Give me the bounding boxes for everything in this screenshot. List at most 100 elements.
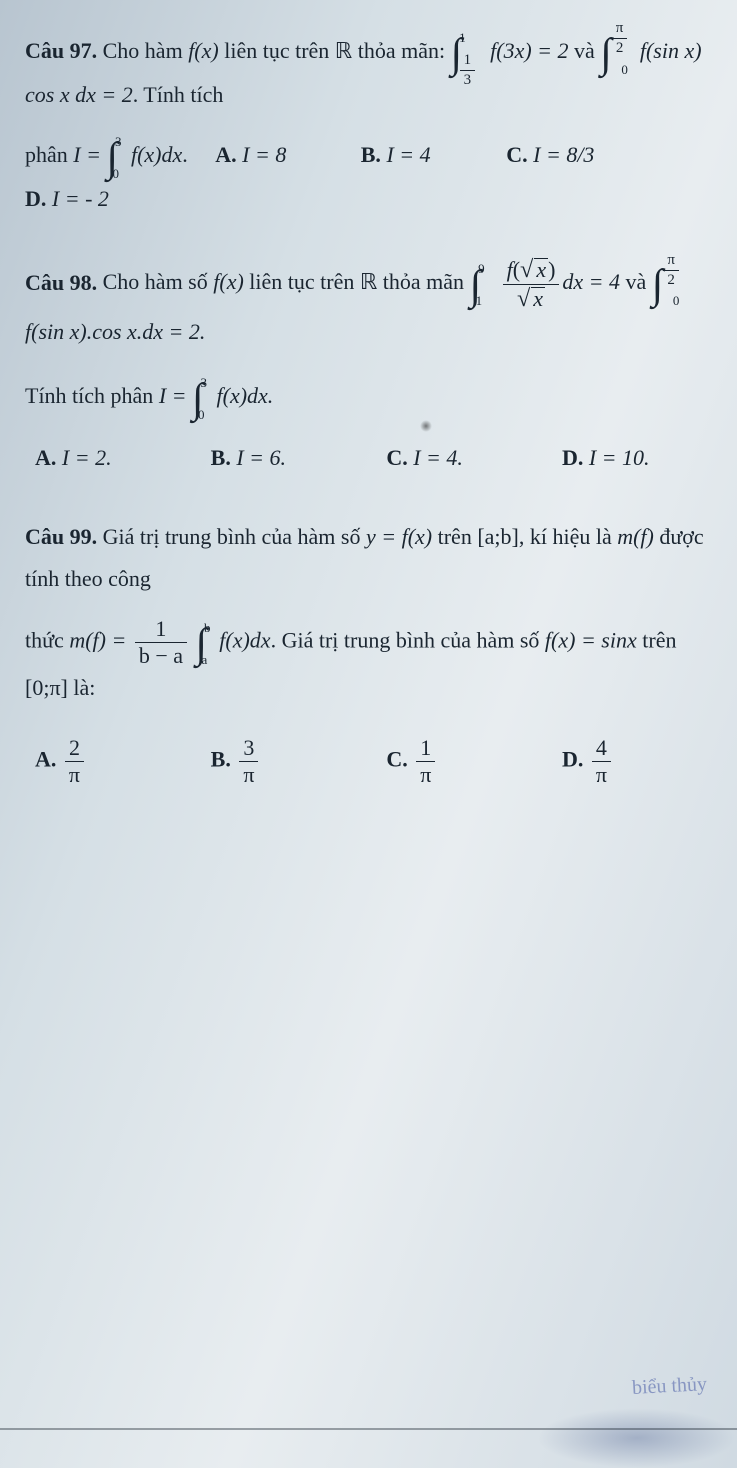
text: liên tục trên (244, 269, 360, 294)
den: π (592, 761, 611, 786)
text: Cho hàm (103, 38, 189, 63)
letter: D. (562, 445, 583, 470)
integral-3: ∫30 (106, 136, 131, 178)
text: , kí hiệu là (519, 524, 617, 549)
upper: 3 (115, 134, 122, 149)
text: . Tính tích (133, 82, 224, 107)
value: 2π (65, 737, 84, 786)
option-D: D. I = - 2 (25, 178, 165, 220)
letter: D. (562, 746, 583, 771)
q97-line2: phân I = ∫30 f(x)dx. A. I = 8 B. I = 4 C… (25, 134, 712, 220)
option-C: C. I = 4. (386, 437, 526, 479)
Ieq: I = (73, 142, 106, 167)
question-98: Câu 98. Cho hàm số f(x) liên tục trên ℝ … (25, 258, 712, 479)
page-bottom-edge (0, 1428, 737, 1468)
text: trên (637, 628, 677, 653)
lower: 1 (476, 293, 483, 308)
body: f(x)dx. (217, 383, 274, 408)
question-97: Câu 97. Cho hàm f(x) liên tục trên ℝ thỏ… (25, 30, 712, 220)
option-B: B. I = 6. (211, 437, 351, 479)
option-D: D. I = 10. (562, 437, 702, 479)
fx: f(x) (213, 269, 244, 294)
text: Giá trị trung bình của hàm số (103, 524, 366, 549)
option-B: B. I = 4 (361, 134, 501, 176)
letter: A. (215, 142, 236, 167)
letter: A. (35, 445, 56, 470)
mf: m(f) (617, 524, 654, 549)
letter: D. (25, 186, 46, 211)
integral-1: ∫91 (470, 263, 495, 305)
set-R: ℝ (360, 269, 377, 294)
q97-label: Câu 97. (25, 38, 97, 63)
lower: a (202, 652, 208, 667)
integral-2: ∫π20 (600, 32, 640, 75)
letter: B. (211, 746, 231, 771)
body: f(sin x).cos x.dx = 2. (25, 319, 205, 344)
upper: 9 (478, 261, 485, 276)
lower: 0 (112, 166, 119, 181)
yfx: y = f(x) (366, 524, 432, 549)
value: 3π (239, 737, 258, 786)
q98-label: Câu 98. (25, 269, 97, 294)
value: I = 8/3 (533, 142, 594, 167)
text: phân (25, 142, 73, 167)
mf2: m(f) = (69, 628, 132, 653)
eq: dx = 4 (562, 269, 620, 294)
upper: π2 (609, 30, 631, 45)
value: I = 2. (62, 445, 112, 470)
option-A: A. I = 8 (215, 134, 355, 176)
den: 2 (612, 38, 628, 56)
upper: 1 (459, 30, 466, 45)
num: π (663, 253, 679, 270)
num: 4 (592, 737, 611, 761)
fx2: f(x) = sinx (545, 628, 637, 653)
body: f(3x) = 2 (490, 38, 568, 63)
den: π (239, 761, 258, 786)
value: 4π (592, 737, 611, 786)
value: I = 8 (242, 142, 286, 167)
q98-line2: Tính tích phân I = ∫30 f(x)dx. (25, 375, 712, 419)
text: là: (68, 675, 96, 700)
handwriting-mark: biểu thủy (631, 1373, 707, 1400)
value: 1π (416, 737, 435, 786)
body: f(x)dx (131, 142, 182, 167)
text: thức (25, 628, 69, 653)
q98-options: A. I = 2. B. I = 6. C. I = 4. D. I = 10. (25, 437, 712, 479)
q97-text: Cho hàm f(x) liên tục trên ℝ thỏa mãn: ∫… (25, 38, 702, 107)
text: liên tục trên (219, 38, 335, 63)
q99-label: Câu 99. (25, 524, 97, 549)
option-A: A. I = 2. (35, 437, 175, 479)
den: 3 (460, 70, 476, 88)
num: 1 (416, 737, 435, 761)
q99-options: A. 2π B. 3π C. 1π D. 4π (25, 737, 712, 786)
body: f(x)dx (219, 628, 270, 653)
text: và (626, 269, 652, 294)
option-B: B. 3π (211, 737, 351, 786)
integral-3: ∫30 (192, 377, 217, 419)
option-C: C. I = 8/3 (506, 134, 646, 176)
integral-2: ∫π20 (652, 263, 692, 306)
set-R: ℝ (335, 38, 352, 63)
upper: b (204, 620, 211, 635)
text: Cho hàm số (103, 269, 214, 294)
upper: 3 (201, 375, 208, 390)
text: và (574, 38, 600, 63)
letter: A. (35, 746, 56, 771)
text: trên (432, 524, 477, 549)
num: 1 (135, 618, 187, 642)
lower: 0 (673, 293, 680, 308)
stain-mark (420, 420, 432, 432)
q99-line2: thức m(f) = 1 b − a ∫ba f(x)dx. Giá trị … (25, 618, 712, 709)
question-99: Câu 99. Giá trị trung bình của hàm số y … (25, 516, 712, 785)
option-D: D. 4π (562, 737, 702, 786)
letter: B. (361, 142, 381, 167)
value: I = - 2 (52, 186, 109, 211)
Ieq: I = (159, 383, 192, 408)
lower: 0 (198, 407, 205, 422)
fx: f(x) (188, 38, 219, 63)
den: b − a (135, 642, 187, 667)
option-C: C. 1π (386, 737, 526, 786)
frac-coef: 1 b − a (135, 618, 187, 667)
value: I = 6. (236, 445, 286, 470)
interval: [a;b] (477, 524, 519, 549)
